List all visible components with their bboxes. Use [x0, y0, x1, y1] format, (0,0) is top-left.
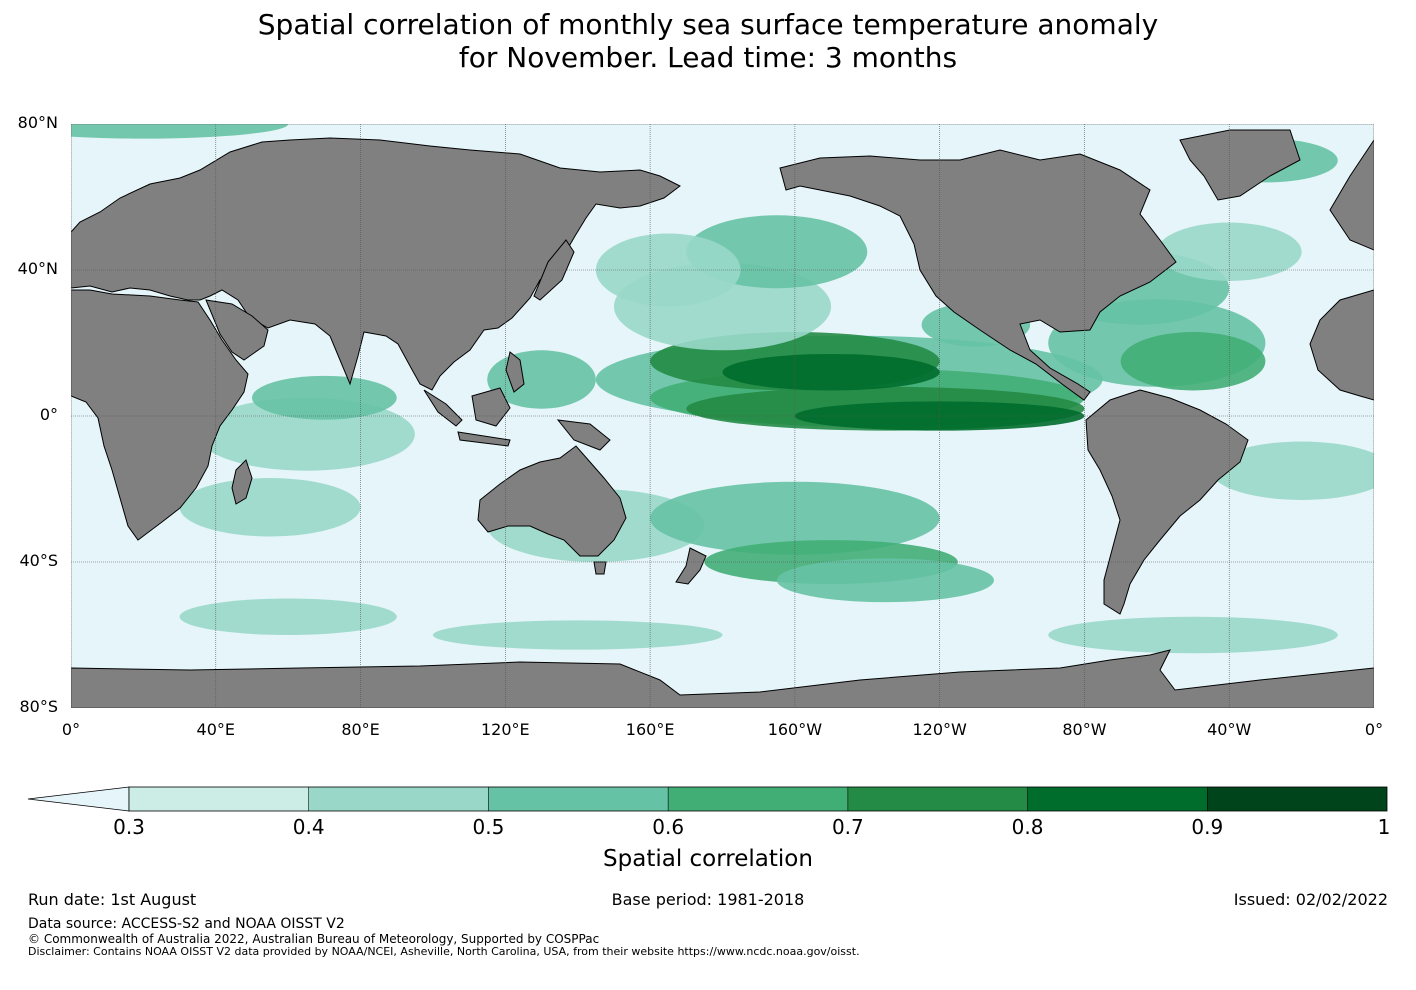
correlation-patch [432, 620, 723, 650]
lon-tick-label: 0° [1364, 720, 1384, 739]
land-new-zealand [675, 547, 707, 585]
lon-tick-label: 160°W [767, 720, 823, 739]
land-madagascar [231, 459, 253, 505]
correlation-patch [1211, 441, 1374, 500]
land-greenland [1179, 129, 1301, 201]
colorbar-tick-label: 0.3 [113, 815, 145, 839]
colorbar-swatch [847, 787, 1028, 811]
lat-tick-label: 80°S [19, 697, 58, 716]
correlation-patch [722, 353, 940, 391]
lon-tick-label: 40°W [1207, 720, 1252, 739]
land-new-guinea [556, 419, 611, 451]
correlation-patch [595, 233, 741, 307]
lat-tick-label: 0° [39, 405, 58, 424]
land-europe-east-edge [1329, 139, 1374, 251]
land-antarctica [71, 649, 1374, 708]
land-africa [71, 289, 249, 541]
correlation-patch [1120, 332, 1266, 391]
correlation-patch [71, 124, 289, 139]
colorbar-tick-label: 1 [1377, 815, 1391, 839]
correlation-patch [251, 375, 397, 420]
colorbar-label: Spatial correlation [603, 846, 813, 872]
lat-tick-label: 40°N [17, 259, 58, 278]
land-arabia [205, 299, 269, 361]
colorbar-swatch [1207, 787, 1387, 811]
land-eurasia [71, 137, 681, 391]
land-java [457, 431, 511, 447]
colorbar-tick-label: 0.5 [472, 815, 505, 839]
lon-tick-label: 40°E [196, 720, 235, 739]
correlation-patch [179, 478, 361, 537]
run-date: Run date: 1st August [28, 890, 197, 909]
lon-tick-label: 120°W [912, 720, 967, 739]
correlation-patch [1048, 616, 1338, 654]
colorbar-swatch [668, 787, 848, 811]
data-source: Data source: ACCESS-S2 and NOAA OISST V2 [28, 916, 345, 932]
colorbar-tick-label: 0.6 [652, 815, 685, 839]
base-period: Base period: 1981-2018 [611, 890, 805, 909]
land-masses [71, 129, 1374, 708]
lon-tick-label: 80°E [341, 720, 380, 739]
title-line-1: Spatial correlation of monthly sea surfa… [257, 8, 1159, 41]
lon-tick-label: 0° [61, 720, 81, 739]
gridlines [71, 124, 1374, 708]
land-australia [477, 445, 627, 557]
colorbar-swatch [488, 787, 669, 811]
correlation-patch [776, 558, 994, 603]
title-line-2: for November. Lead time: 3 months [458, 41, 958, 74]
lon-tick-label: 160°E [625, 720, 675, 739]
land-africa-east-edge [1309, 289, 1374, 401]
colorbar-extend-min [27, 786, 130, 812]
issued-date: Issued: 02/02/2022 [1233, 890, 1388, 909]
disclaimer: Disclaimer: Contains NOAA OISST V2 data … [28, 945, 860, 958]
land-north-america [779, 149, 1177, 401]
copyright: © Commonwealth of Australia 2022, Austra… [28, 932, 600, 946]
lon-tick-label: 120°E [481, 720, 530, 739]
lon-tick-label: 80°W [1062, 720, 1107, 739]
colorbar-tick-label: 0.7 [831, 815, 864, 839]
colorbar-tick-label: 0.9 [1191, 815, 1224, 839]
land-south-america [1085, 389, 1249, 615]
land-tasmania [593, 561, 607, 575]
land-philippines [505, 351, 525, 393]
colorbar-swatch [1027, 787, 1208, 811]
colorbar [27, 786, 1388, 812]
colorbar-tick-label: 0.8 [1011, 815, 1044, 839]
colorbar-frame [128, 786, 1388, 812]
figure-title: Spatial correlation of monthly sea surfa… [0, 8, 1416, 74]
colorbar-tick-label: 0.4 [292, 815, 325, 839]
correlation-patch [1156, 222, 1302, 281]
lat-tick-label: 80°N [17, 113, 58, 132]
lat-tick-label: 40°S [19, 551, 58, 570]
colorbar-swatch [308, 787, 489, 811]
land-sumatra [423, 389, 463, 427]
correlation-patch [179, 598, 397, 635]
colorbar-swatch [129, 787, 309, 811]
